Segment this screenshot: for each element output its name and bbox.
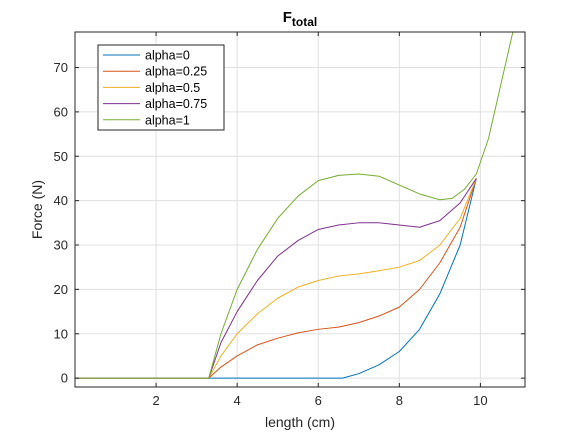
y-tick-label: 40 [54, 193, 68, 208]
y-tick-label: 0 [61, 371, 68, 386]
legend-label: alpha=0.75 [145, 97, 207, 111]
y-axis-label: Force (N) [29, 180, 45, 239]
x-tick-label: 10 [473, 393, 487, 408]
x-tick-label: 4 [234, 393, 241, 408]
chart-title-subscript: total [292, 15, 317, 29]
series-line-2 [75, 178, 477, 379]
series-line-1 [75, 178, 477, 379]
x-tick-label: 6 [315, 393, 322, 408]
chart-title-main: F [283, 9, 292, 26]
y-tick-label: 50 [54, 149, 68, 164]
axis-ticks: 2 4 6 8 10 0 10 20 30 40 50 60 70 [54, 32, 525, 408]
legend-label: alpha=0.25 [145, 65, 207, 79]
y-tick-label: 20 [54, 282, 68, 297]
x-axis-label: length (cm) [265, 414, 335, 430]
legend: alpha=0 alpha=0.25 alpha=0.5 alpha=0.75 alph… [97, 44, 225, 131]
y-tick-label: 60 [54, 104, 68, 119]
x-tick-label: 8 [396, 393, 403, 408]
series-line-4 [75, 32, 525, 379]
series-lines [75, 32, 525, 379]
legend-label: alpha=0 [145, 49, 190, 63]
x-tick-label: 2 [152, 393, 159, 408]
series-line-3 [75, 178, 477, 379]
series-line-0 [75, 178, 477, 379]
legend-label: alpha=1 [145, 113, 190, 127]
y-tick-label: 70 [54, 60, 68, 75]
chart-title: Ftotal [283, 9, 318, 29]
y-tick-label: 10 [54, 326, 68, 341]
legend-label: alpha=0.5 [145, 81, 200, 95]
plot-frame [74, 31, 526, 388]
y-tick-label: 30 [54, 238, 68, 253]
